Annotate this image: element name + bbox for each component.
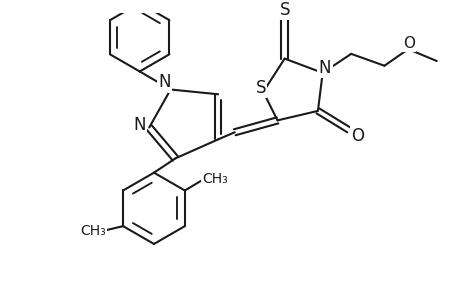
Text: S: S	[279, 1, 289, 19]
Text: CH₃: CH₃	[79, 224, 105, 238]
Text: N: N	[318, 59, 330, 77]
Text: O: O	[350, 127, 363, 145]
Text: S: S	[255, 79, 266, 97]
Text: CH₃: CH₃	[202, 172, 228, 186]
Text: N: N	[158, 74, 171, 92]
Text: N: N	[133, 116, 146, 134]
Text: O: O	[402, 36, 414, 51]
